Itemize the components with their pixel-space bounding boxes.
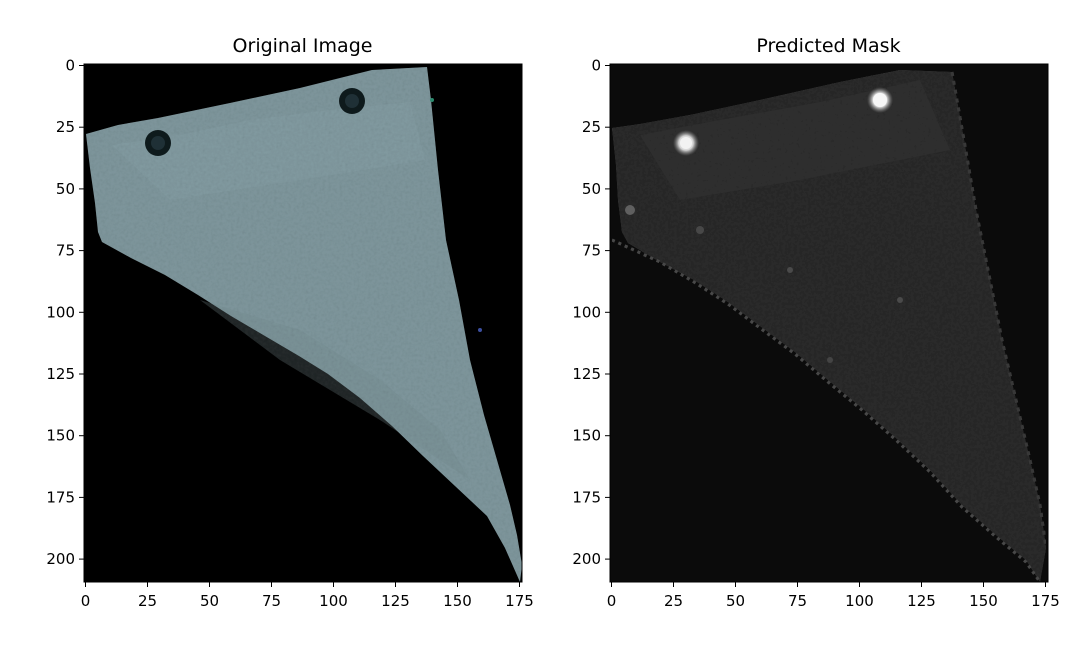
y-tick-label: 175 — [46, 488, 75, 506]
original-image-shape — [86, 67, 522, 582]
x-tick-label: 0 — [607, 592, 617, 610]
mask-axis-ticks: 0 25 50 75 100 125 150 175 0 25 50 75 100 125 150 175 20… — [572, 57, 1059, 611]
y-tick-label: 100 — [46, 303, 75, 321]
x-tick-label: 100 — [845, 592, 874, 610]
y-tick-label: 75 — [56, 242, 75, 260]
panel-predicted-mask: Predicted Mask 0 25 50 75 100 125 150 175 0 25 50 7… — [572, 35, 1059, 610]
original-axes-frame — [83, 63, 523, 583]
y-tick-label: 50 — [56, 180, 75, 198]
y-tick-label: 75 — [582, 242, 601, 260]
x-tick-label: 50 — [726, 592, 745, 610]
x-tick-label: 175 — [505, 592, 534, 610]
mask-bright-spots — [625, 87, 903, 363]
y-tick-label: 25 — [582, 118, 601, 136]
y-tick-label: 150 — [46, 427, 75, 445]
x-tick-label: 100 — [319, 592, 348, 610]
y-tick-label: 125 — [572, 365, 601, 383]
panel-title-mask: Predicted Mask — [756, 35, 900, 57]
x-tick-label: 75 — [788, 592, 807, 610]
x-tick-label: 175 — [1031, 592, 1060, 610]
y-tick-label: 200 — [572, 550, 601, 568]
x-tick-label: 125 — [381, 592, 410, 610]
y-tick-label: 100 — [572, 303, 601, 321]
x-tick-label: 0 — [81, 592, 91, 610]
y-tick-label: 0 — [591, 57, 601, 75]
panel-title-original: Original Image — [233, 35, 373, 57]
y-tick-label: 200 — [46, 550, 75, 568]
panel-original-image: Original Image 0 25 50 75 100 125 150 175 0 25 50 7… — [46, 35, 533, 610]
original-image-dark-spots — [145, 88, 482, 332]
y-tick-label: 25 — [56, 118, 75, 136]
original-axis-ticks: 0 25 50 75 100 125 150 175 0 25 50 75 100 125 150 175 20… — [46, 57, 533, 611]
y-tick-label: 175 — [572, 488, 601, 506]
x-tick-label: 25 — [664, 592, 683, 610]
x-tick-label: 150 — [969, 592, 998, 610]
y-tick-label: 0 — [65, 57, 75, 75]
x-tick-label: 75 — [262, 592, 281, 610]
y-tick-label: 125 — [46, 365, 75, 383]
x-tick-label: 125 — [907, 592, 936, 610]
y-tick-label: 50 — [582, 180, 601, 198]
x-tick-label: 150 — [443, 592, 472, 610]
mask-axes-frame — [609, 63, 1049, 583]
x-tick-label: 25 — [138, 592, 157, 610]
x-tick-label: 50 — [200, 592, 219, 610]
y-tick-label: 150 — [572, 427, 601, 445]
